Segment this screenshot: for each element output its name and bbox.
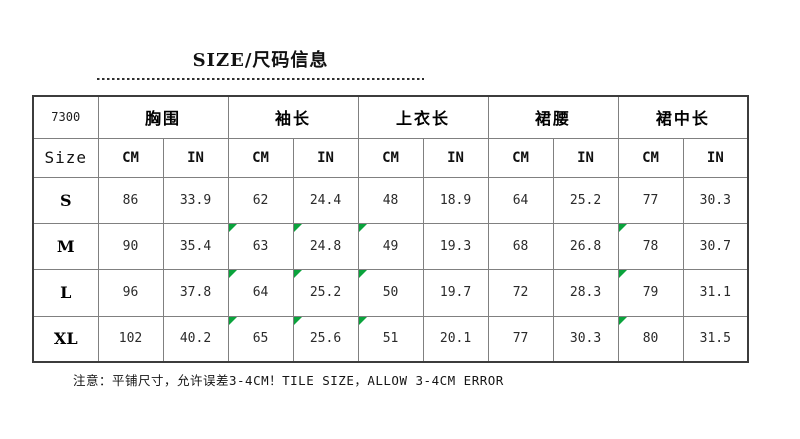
value-cell: 49	[357, 222, 424, 270]
value-cell: 65	[227, 315, 294, 363]
cell-flag-triangle-icon	[229, 317, 237, 325]
value-cell: 31.1	[682, 268, 749, 317]
group-header-sleeve: 袖长	[227, 95, 359, 139]
table-row: M 90 35.4 63 24.8 49 19.3 68 26.8 78 30.…	[32, 222, 749, 270]
value-cell: 35.4	[162, 222, 229, 270]
unit-header-cell: IN	[292, 137, 359, 178]
cell-flag-triangle-icon	[359, 270, 367, 278]
group-header-chest: 胸围	[97, 95, 229, 139]
value-cell: 77	[617, 176, 684, 224]
unit-header-cell: CM	[357, 137, 424, 178]
value-cell: 62	[227, 176, 294, 224]
value-cell: 79	[617, 268, 684, 317]
value-cell: 102	[97, 315, 164, 363]
value-cell: 25.6	[292, 315, 359, 363]
value-cell: 19.3	[422, 222, 489, 270]
title-divider	[97, 78, 424, 80]
value-cell: 24.8	[292, 222, 359, 270]
value-cell: 72	[487, 268, 554, 317]
unit-header-cell: IN	[422, 137, 489, 178]
value-cell: 26.8	[552, 222, 619, 270]
value-cell: 25.2	[292, 268, 359, 317]
cell-flag-triangle-icon	[294, 317, 302, 325]
unit-header-cell: IN	[552, 137, 619, 178]
unit-header-cell: CM	[487, 137, 554, 178]
value-cell: 37.8	[162, 268, 229, 317]
value-cell: 63	[227, 222, 294, 270]
value-cell: 51	[357, 315, 424, 363]
value-cell: 24.4	[292, 176, 359, 224]
cell-flag-triangle-icon	[229, 224, 237, 232]
size-cell-s: S	[32, 176, 99, 224]
table-row: S 86 33.9 62 24.4 48 18.9 64 25.2 77 30.…	[32, 176, 749, 224]
size-cell-m: M	[32, 222, 99, 270]
cell-flag-triangle-icon	[294, 270, 302, 278]
value-cell: 18.9	[422, 176, 489, 224]
unit-header-cell: CM	[97, 137, 164, 178]
page-title: SIZE/尺码信息	[192, 50, 329, 71]
value-cell: 68	[487, 222, 554, 270]
value-cell: 31.5	[682, 315, 749, 363]
cell-flag-triangle-icon	[619, 224, 627, 232]
cell-flag-triangle-icon	[229, 270, 237, 278]
value-cell: 30.3	[552, 315, 619, 363]
model-number-cell: 7300	[32, 95, 99, 139]
size-label-cell: Size	[32, 137, 99, 178]
value-cell: 90	[97, 222, 164, 270]
unit-header-cell: IN	[682, 137, 749, 178]
unit-header-cell: CM	[617, 137, 684, 178]
table-row: XL 102 40.2 65 25.6 51 20.1 77 30.3 80 3…	[32, 315, 749, 363]
group-header-skirt-mid-length: 裙中长	[617, 95, 749, 139]
value-cell: 30.3	[682, 176, 749, 224]
value-cell: 48	[357, 176, 424, 224]
value-cell: 86	[97, 176, 164, 224]
value-cell: 64	[487, 176, 554, 224]
unit-header-row: Size CM IN CM IN CM IN CM IN CM IN	[32, 137, 749, 178]
unit-header-cell: CM	[227, 137, 294, 178]
value-cell: 96	[97, 268, 164, 317]
value-cell: 19.7	[422, 268, 489, 317]
cell-flag-triangle-icon	[359, 224, 367, 232]
table-row: L 96 37.8 64 25.2 50 19.7 72 28.3 79 31.…	[32, 268, 749, 317]
value-cell: 40.2	[162, 315, 229, 363]
cell-flag-triangle-icon	[619, 270, 627, 278]
value-cell: 50	[357, 268, 424, 317]
value-cell: 33.9	[162, 176, 229, 224]
size-table: 7300 胸围 袖长 上衣长 裙腰 裙中长 Size CM IN CM IN C…	[32, 95, 750, 363]
value-cell: 80	[617, 315, 684, 363]
cell-flag-triangle-icon	[294, 224, 302, 232]
group-header-row: 7300 胸围 袖长 上衣长 裙腰 裙中长	[32, 95, 749, 139]
group-header-skirt-waist: 裙腰	[487, 95, 619, 139]
unit-header-cell: IN	[162, 137, 229, 178]
cell-flag-triangle-icon	[359, 317, 367, 325]
group-header-top-length: 上衣长	[357, 95, 489, 139]
size-cell-l: L	[32, 268, 99, 317]
value-cell: 78	[617, 222, 684, 270]
value-cell: 28.3	[552, 268, 619, 317]
value-cell: 30.7	[682, 222, 749, 270]
value-cell: 77	[487, 315, 554, 363]
tolerance-note: 注意：平铺尺寸，允许误差3-4CM！TILE SIZE，ALLOW 3-4CM …	[73, 373, 504, 388]
value-cell: 64	[227, 268, 294, 317]
value-cell: 20.1	[422, 315, 489, 363]
size-cell-xl: XL	[32, 315, 99, 363]
cell-flag-triangle-icon	[619, 317, 627, 325]
value-cell: 25.2	[552, 176, 619, 224]
